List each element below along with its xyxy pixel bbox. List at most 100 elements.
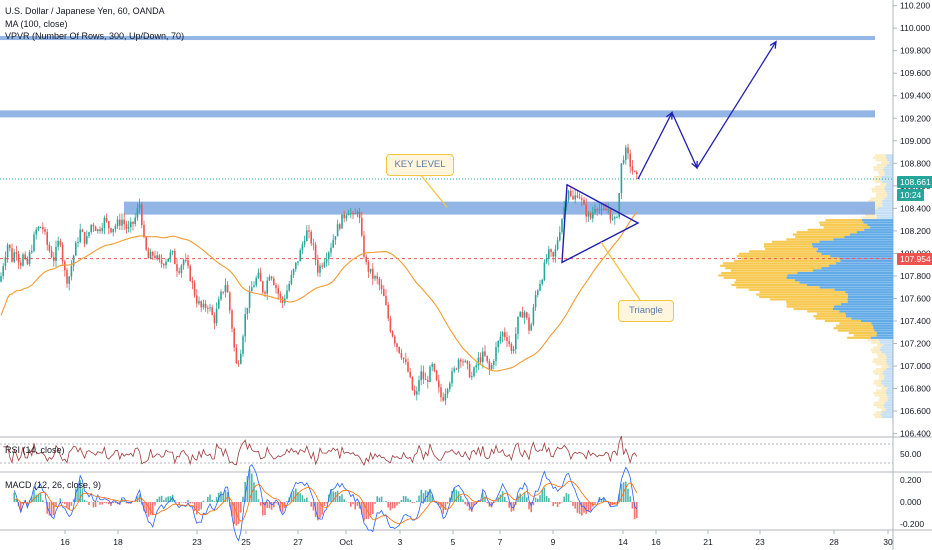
candle-body	[22, 254, 24, 266]
candle-body	[266, 280, 268, 294]
time-tick-label: 18	[113, 537, 123, 547]
macd-histogram-bar	[270, 502, 273, 510]
macd-histogram-bar	[530, 502, 532, 513]
vpvr-up-row	[887, 399, 893, 402]
macd-histogram-bar	[512, 502, 515, 511]
macd-histogram-bar	[413, 502, 416, 503]
macd-histogram-bar	[143, 502, 145, 511]
macd-histogram-bar	[198, 502, 200, 511]
macd-histogram-bar	[220, 491, 222, 502]
vpvr-up-row	[873, 327, 893, 330]
vpvr-down-row	[792, 233, 850, 236]
macd-histogram-bar	[532, 502, 535, 506]
candle-body	[374, 276, 376, 279]
key-level-zone	[124, 201, 875, 215]
vpvr-down-row	[872, 360, 887, 363]
candle-body	[229, 292, 231, 311]
vpvr-up-row	[884, 187, 893, 191]
macd-histogram-bar	[114, 502, 117, 504]
rsi-line	[3, 436, 638, 467]
macd-histogram-bar	[473, 502, 475, 506]
vpvr-down-row	[833, 327, 874, 330]
vpvr-up-row	[870, 336, 893, 339]
candle-body	[35, 229, 37, 235]
vpvr-up-row	[819, 240, 893, 243]
vpvr-up-row	[845, 312, 893, 315]
candle-body	[13, 252, 15, 262]
vpvr-up-row	[886, 360, 893, 363]
macd-tick-label: 0.200	[900, 475, 922, 485]
macd-histogram-bar	[202, 500, 205, 502]
candle-body	[552, 252, 554, 257]
vpvr-down-row	[824, 319, 861, 323]
candle-body	[578, 197, 581, 199]
candle-body	[453, 368, 455, 372]
macd-histogram-bar	[565, 493, 568, 502]
candle-body	[409, 371, 411, 377]
candle-body	[567, 190, 570, 200]
vpvr-down-row	[756, 293, 848, 296]
macd-histogram-bar	[224, 489, 227, 502]
vpvr-up-row	[883, 168, 893, 171]
vpvr-down-row	[749, 250, 817, 253]
macd-histogram-bar	[499, 494, 502, 502]
time-tick-label: 30	[883, 537, 893, 547]
macd-histogram-bar	[629, 496, 631, 502]
macd-histogram-bar	[215, 497, 218, 502]
macd-histogram-bar	[449, 497, 451, 502]
macd-histogram-bar	[68, 502, 70, 510]
macd-histogram-bar	[422, 493, 425, 502]
macd-histogram-bar	[273, 502, 275, 508]
vpvr-down-row	[871, 187, 885, 191]
vpvr-up-row	[786, 276, 893, 279]
macd-signal-line	[14, 480, 638, 525]
candle-body	[618, 193, 620, 217]
candle-body	[510, 343, 513, 352]
macd-histogram-bar	[259, 502, 262, 506]
macd-histogram-bar	[154, 502, 156, 506]
vpvr-up-row	[828, 264, 893, 267]
vpvr-up-row	[887, 159, 893, 162]
triangle-callout[interactable]: Triangle	[618, 300, 674, 322]
candle-body	[244, 314, 246, 337]
macd-histogram-bar	[42, 500, 44, 502]
price-tick-label: 109.600	[900, 68, 931, 78]
macd-histogram-bar	[609, 502, 612, 507]
vpvr-down-row	[873, 382, 882, 385]
macd-histogram-bar	[519, 493, 521, 502]
candle-body	[189, 265, 191, 281]
candle-body	[594, 209, 596, 213]
vpvr-up-row	[882, 415, 893, 419]
macd-histogram-bar	[79, 480, 81, 502]
candle-body	[548, 249, 550, 259]
macd-histogram-bar	[169, 496, 172, 502]
macd-histogram-bar	[15, 499, 18, 502]
candle-body	[301, 244, 304, 251]
price-tick-label: 109.200	[900, 113, 931, 123]
key-level-callout[interactable]: KEY LEVEL	[386, 154, 454, 176]
macd-histogram-bar	[343, 499, 345, 502]
macd-histogram-bar	[460, 495, 462, 502]
candle-body	[97, 229, 99, 231]
macd-histogram-bar	[537, 498, 539, 502]
vpvr-down-row	[873, 391, 886, 395]
macd-histogram-bar	[61, 502, 64, 504]
candle-body	[378, 278, 381, 285]
candle-body	[383, 289, 385, 297]
candle-body	[231, 310, 233, 329]
vpvr-down-row	[881, 161, 889, 164]
price-tick-label: 107.600	[900, 293, 931, 303]
candle-body	[314, 244, 317, 260]
candle-body	[158, 255, 161, 261]
macd-histogram-bar	[237, 502, 240, 524]
vpvr-down-row	[867, 339, 879, 342]
vpvr-down-row	[820, 223, 868, 227]
macd-histogram-bar	[539, 494, 541, 502]
vpvr-up-row	[840, 259, 893, 263]
vpvr-down-row	[825, 219, 862, 222]
vpvr-up-row	[872, 324, 893, 327]
macd-histogram-bar	[427, 491, 429, 502]
macd-histogram-bar	[77, 487, 79, 502]
candle-body	[222, 291, 224, 293]
